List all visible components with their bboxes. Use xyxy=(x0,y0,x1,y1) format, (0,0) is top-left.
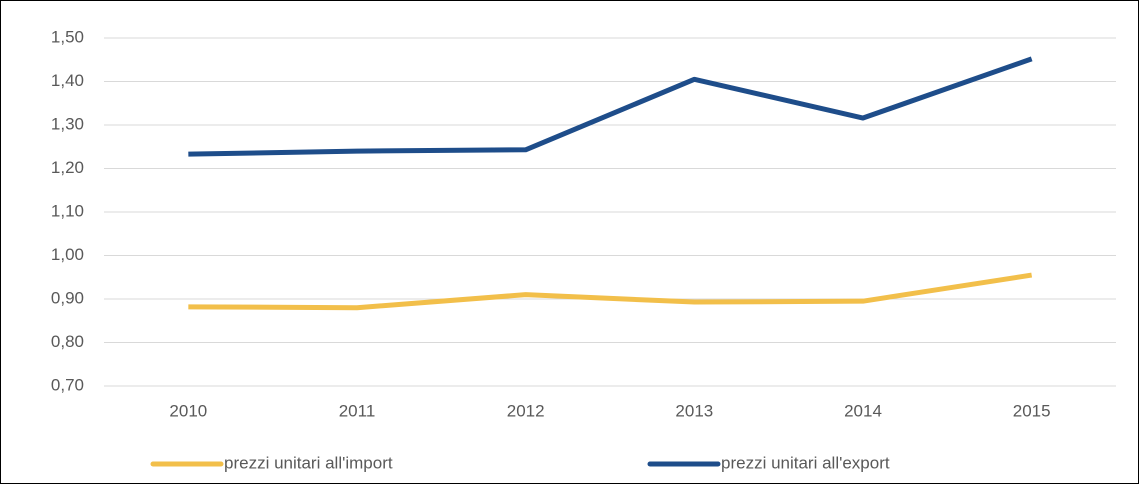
x-tick-label: 2012 xyxy=(507,401,545,420)
y-tick-label: 1,30 xyxy=(51,114,84,133)
y-tick-label: 1,10 xyxy=(51,201,84,220)
x-tick-label: 2015 xyxy=(1013,401,1051,420)
x-tick-label: 2011 xyxy=(339,401,376,420)
y-tick-label: 0,70 xyxy=(51,375,84,394)
y-tick-label: 0,80 xyxy=(51,332,84,351)
x-tick-label: 2013 xyxy=(675,401,713,420)
x-tick-label: 2010 xyxy=(169,401,207,420)
y-tick-label: 1,40 xyxy=(51,71,84,90)
legend-label: prezzi unitari all'export xyxy=(721,453,890,472)
y-tick-label: 0,90 xyxy=(51,288,84,307)
y-tick-label: 1,00 xyxy=(51,245,84,264)
line-series xyxy=(188,56,1033,157)
line-series xyxy=(188,272,1033,311)
x-tick-label: 2014 xyxy=(844,401,882,420)
legend-label: prezzi unitari all'import xyxy=(224,453,393,472)
y-tick-label: 1,20 xyxy=(51,158,84,177)
y-tick-label: 1,50 xyxy=(51,27,84,46)
